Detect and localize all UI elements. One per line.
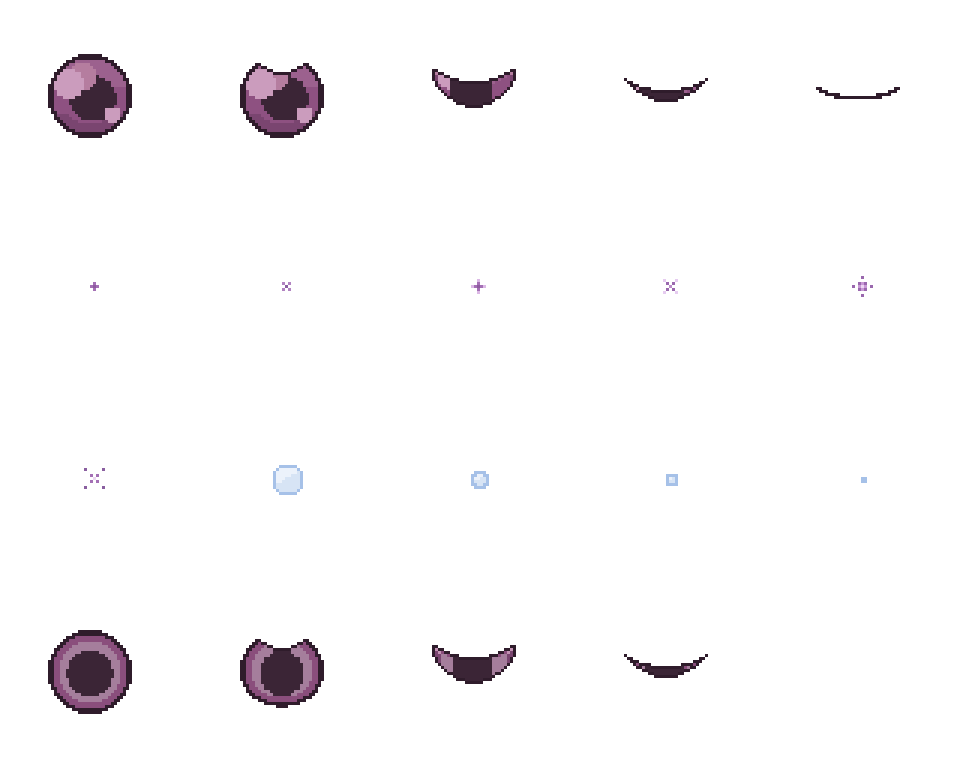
- sprite-eye-a-nearly-closed: [576, 0, 768, 192]
- sprite-sparkle-x-small: [192, 192, 384, 384]
- sprite-eye-a-half-closed: [192, 0, 384, 192]
- sprite-sparkle-x-large: [576, 192, 768, 384]
- sprite-eye-b-mostly-closed: [384, 576, 576, 768]
- sprite-bubble-medium: [384, 384, 576, 576]
- sprite-bubble-small: [576, 384, 768, 576]
- sprite-sparkle-plus-small: [0, 192, 192, 384]
- sprite-sparkle-plus-large: [384, 192, 576, 384]
- sprite-eye-b-nearly-closed: [576, 576, 768, 768]
- sprite-eye-a-closed: [768, 0, 960, 192]
- sprite-bubble-large: [192, 384, 384, 576]
- sprite-eye-b-half-closed: [192, 576, 384, 768]
- sprite-eye-b-open: [0, 576, 192, 768]
- sprite-sparkle-twinkle-x: [0, 384, 192, 576]
- sprite-sparkle-twinkle-plus: [768, 192, 960, 384]
- sprite-eye-a-open: [0, 0, 192, 192]
- sprite-eye-a-mostly-closed: [384, 0, 576, 192]
- sprite-bubble-tiny: [768, 384, 960, 576]
